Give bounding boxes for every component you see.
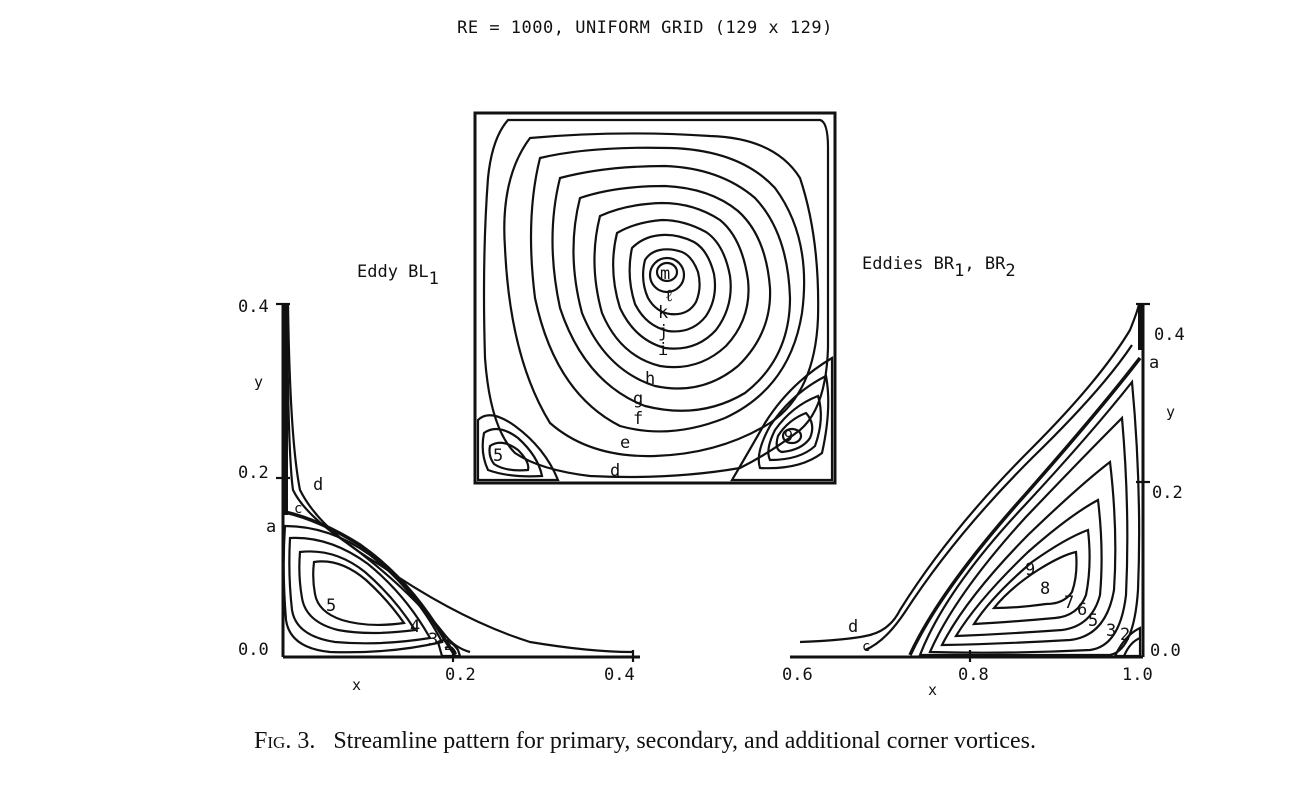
eddy-bl-label: Eddy BL1 — [357, 262, 439, 289]
right-eddy-contour-6 — [991, 550, 1078, 610]
right-corner-eddy-2 — [1122, 636, 1141, 657]
left-label-3: 3 — [428, 630, 438, 650]
right-separatrix-a — [908, 356, 1142, 656]
primary-vortex-panel: m ℓ k j i h g f e d 5 9 — [473, 111, 837, 485]
right-label-c: c — [862, 639, 870, 655]
right-y-tick-label-00: 0.0 — [1150, 641, 1181, 661]
right-x-tick-label-06: 0.6 — [782, 665, 813, 685]
eddy-br-label-sub2: 2 — [1005, 261, 1016, 281]
contour-label-g: g — [633, 389, 643, 409]
figure-caption: Fig. 3. Streamline pattern for primary, … — [0, 728, 1290, 755]
eddy-bl-label-sub: 1 — [428, 269, 439, 289]
left-label-5: 5 — [326, 596, 336, 616]
contour-label-l: ℓ — [665, 286, 673, 306]
streamline-d — [482, 118, 830, 479]
right-streamline-c — [864, 344, 1133, 652]
left-y-tick-label-02: 0.2 — [238, 463, 269, 483]
contour-label-k: k — [658, 303, 668, 323]
bl-eddy-inner — [488, 441, 530, 472]
right-x-axis-label: x — [928, 681, 937, 699]
cavity-boundary — [473, 111, 837, 485]
figure-number: Fig. 3. — [254, 728, 316, 754]
left-separatrix-a — [284, 510, 457, 656]
contour-label-m: m — [660, 264, 670, 284]
left-label-d: d — [313, 475, 323, 495]
contour-label-j: j — [658, 322, 668, 342]
bl-eddy-outer — [476, 414, 560, 482]
figure-header: RE = 1000, UNIFORM GRID (129 x 129) — [457, 18, 833, 38]
left-eddy-contour-4 — [312, 560, 406, 627]
left-eddy-contour-3 — [298, 550, 417, 635]
left-label-c: c — [294, 501, 302, 517]
left-corner-eddy-1 — [436, 639, 462, 658]
right-label-2: 2 — [1120, 625, 1130, 645]
right-label-a: a — [1149, 353, 1159, 373]
left-x-tick-label-02: 0.2 — [445, 665, 476, 685]
right-corner-eddy-1 — [1113, 626, 1142, 658]
streamline-g — [551, 164, 792, 412]
br-eddy-mid1 — [757, 374, 830, 470]
left-label-4: 4 — [410, 617, 420, 637]
right-label-5: 5 — [1088, 611, 1098, 631]
left-corner-eddy-2 — [444, 645, 458, 655]
left-y-tick-label-04: 0.4 — [238, 297, 269, 317]
right-y-tick-label-02: 0.2 — [1152, 483, 1183, 503]
left-eddy-contour-1 — [282, 524, 444, 654]
right-eddy-contour-2 — [928, 415, 1129, 654]
figure-caption-text: Streamline pattern for primary, secondar… — [333, 728, 1036, 754]
right-y-tick-label-04: 0.4 — [1154, 325, 1185, 345]
right-eddy-contour-1 — [918, 379, 1141, 657]
contour-label-5: 5 — [493, 446, 503, 466]
right-label-3: 3 — [1106, 621, 1116, 641]
contour-label-i: i — [658, 340, 668, 360]
right-label-d: d — [848, 617, 858, 637]
br-eddy-outer — [730, 356, 834, 482]
left-streamline-d — [286, 303, 633, 654]
eddy-br-label-text: Eddies BR — [862, 254, 955, 274]
eddy-bl-label-text: Eddy BL — [357, 262, 429, 282]
right-eddy-contour-5 — [971, 528, 1091, 626]
contour-label-d: d — [610, 461, 620, 481]
left-label-2: 2 — [444, 638, 452, 654]
left-x-tick-label-04: 0.4 — [604, 665, 635, 685]
contour-label-e: e — [620, 433, 630, 453]
right-x-tick-label-08: 0.8 — [958, 665, 989, 685]
left-streamline-c — [285, 303, 471, 654]
left-y-axis-label: y — [254, 373, 263, 391]
right-eddy-contour-3 — [940, 459, 1117, 647]
streamline-m — [655, 261, 679, 283]
contour-label-h: h — [645, 369, 655, 389]
left-label-a: a — [266, 517, 276, 537]
right-x-tick-label-10: 1.0 — [1122, 665, 1153, 685]
br-eddy-mid2 — [767, 394, 822, 462]
streamline-l — [641, 248, 701, 316]
contour-label-9: 9 — [784, 427, 793, 445]
streamline-ring-1 — [648, 256, 686, 294]
contour-label-f: f — [633, 409, 643, 429]
eddy-br-label-sep: , BR — [964, 254, 1006, 274]
eddy-bl-panel: 0.4 0.2 0.0 0.2 0.4 x y d c a 5 4 3 2 — [238, 297, 640, 694]
right-eddy-contour-4 — [953, 498, 1103, 638]
left-y-tick-label-00: 0.0 — [238, 640, 269, 660]
streamline-f — [529, 146, 806, 433]
br-eddy-core — [781, 427, 803, 445]
left-x-axis-label: x — [352, 676, 361, 694]
streamline-j — [612, 218, 732, 350]
right-label-8: 8 — [1040, 579, 1050, 599]
br-eddy-inner — [775, 411, 814, 454]
streamline-k — [628, 233, 717, 333]
right-label-6: 6 — [1077, 600, 1087, 620]
eddy-br-panel: 0.4 0.2 0.0 0.6 0.8 1.0 x y a d c 9 8 7 … — [782, 302, 1185, 699]
streamline-i — [593, 201, 750, 369]
streamline-e — [503, 132, 820, 458]
right-streamline-d — [799, 303, 1141, 644]
bl-eddy-mid — [481, 427, 544, 478]
right-y-axis-label: y — [1166, 403, 1175, 421]
right-label-7: 7 — [1064, 593, 1074, 613]
streamline-h — [572, 184, 772, 390]
left-eddy-contour-2 — [288, 536, 432, 645]
eddy-br-label-sub1: 1 — [954, 261, 965, 281]
right-label-9: 9 — [1025, 560, 1035, 580]
eddy-br-label: Eddies BR1, BR2 — [862, 254, 1016, 281]
